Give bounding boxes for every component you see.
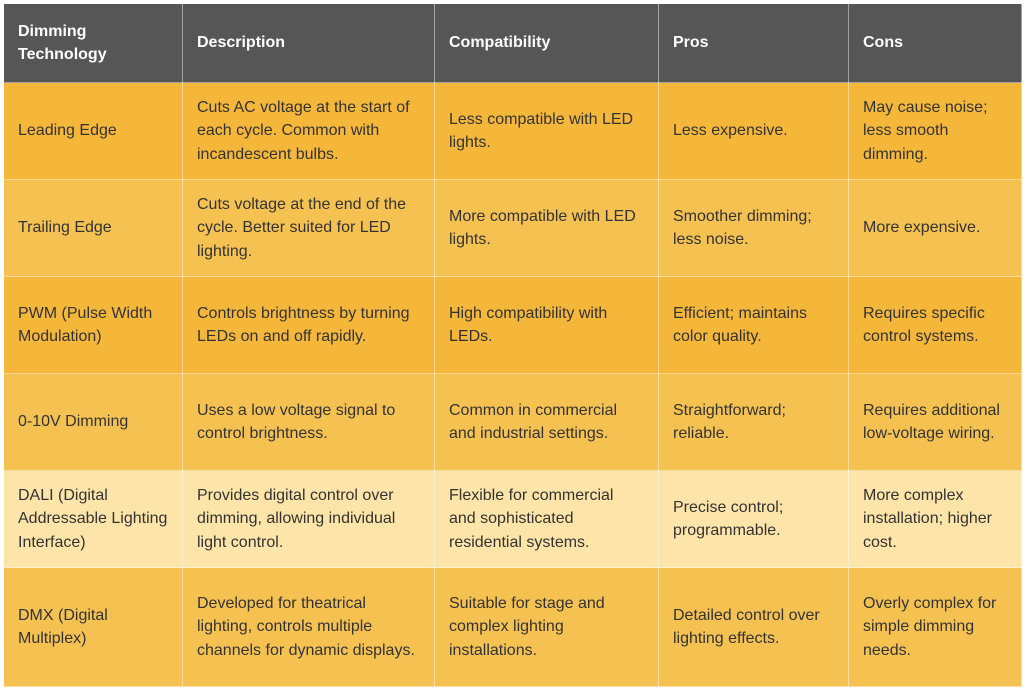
table-cell: Flexible for commercial and sophisticate… xyxy=(434,470,659,568)
table-cell: Trailing Edge xyxy=(3,179,183,277)
table-cell: 0-10V Dimming xyxy=(3,373,183,471)
table-cell: Cuts voltage at the end of the cycle. Be… xyxy=(182,179,435,277)
table: Dimming Technology Description Compatibili… xyxy=(3,3,1022,687)
table-cell: Straightforward; reliable. xyxy=(658,373,849,471)
column-header: Cons xyxy=(848,3,1022,83)
table-cell: Controls brightness by turning LEDs on a… xyxy=(182,276,435,374)
column-header: Pros xyxy=(658,3,849,83)
table-cell: PWM (Pulse Width Modulation) xyxy=(3,276,183,374)
table-cell: Suitable for stage and complex lighting … xyxy=(434,567,659,687)
table-cell: Precise control; programmable. xyxy=(658,470,849,568)
table-cell: Overly complex for simple dimming needs. xyxy=(848,567,1022,687)
table-cell: Detailed control over lighting effects. xyxy=(658,567,849,687)
table-cell: Leading Edge xyxy=(3,82,183,180)
column-header: Compatibility xyxy=(434,3,659,83)
table-cell: Requires additional low-voltage wiring. xyxy=(848,373,1022,471)
table-cell: May cause noise; less smooth dimming. xyxy=(848,82,1022,180)
table-row: Leading Edge Cuts AC voltage at the start… xyxy=(3,82,1022,180)
table-cell: More complex installation; higher cost. xyxy=(848,470,1022,568)
column-header: Description xyxy=(182,3,435,83)
table-container: Dimming Technology Description Compatibili… xyxy=(3,3,1022,687)
table-body: Leading Edge Cuts AC voltage at the start… xyxy=(3,82,1022,687)
table-cell: Less compatible with LED lights. xyxy=(434,82,659,180)
table-cell: More compatible with LED lights. xyxy=(434,179,659,277)
table-cell: Cuts AC voltage at the start of each cyc… xyxy=(182,82,435,180)
table-row: Trailing Edge Cuts voltage at the end of … xyxy=(3,179,1022,277)
table-cell: Common in commercial and industrial sett… xyxy=(434,373,659,471)
table-row: DALI (Digital Addressable Lighting Inter… xyxy=(3,470,1022,568)
table-row: DMX (Digital Multiplex) Developed for the… xyxy=(3,567,1022,687)
column-header: Dimming Technology xyxy=(3,3,183,83)
table-cell: More expensive. xyxy=(848,179,1022,277)
table-row: PWM (Pulse Width Modulation) Controls bri… xyxy=(3,276,1022,374)
table-cell: Developed for theatrical lighting, contr… xyxy=(182,567,435,687)
table-cell: DMX (Digital Multiplex) xyxy=(3,567,183,687)
table-cell: Provides digital control over dimming, a… xyxy=(182,470,435,568)
table-cell: Efficient; maintains color quality. xyxy=(658,276,849,374)
table-cell: Smoother dimming; less noise. xyxy=(658,179,849,277)
table-cell: Requires specific control systems. xyxy=(848,276,1022,374)
table-cell: Less expensive. xyxy=(658,82,849,180)
table-cell: Uses a low voltage signal to control bri… xyxy=(182,373,435,471)
header-row: Dimming Technology Description Compatibili… xyxy=(3,3,1022,83)
table-cell: DALI (Digital Addressable Lighting Inter… xyxy=(3,470,183,568)
table-cell: High compatibility with LEDs. xyxy=(434,276,659,374)
table-row: 0-10V Dimming Uses a low voltage signal t… xyxy=(3,373,1022,471)
